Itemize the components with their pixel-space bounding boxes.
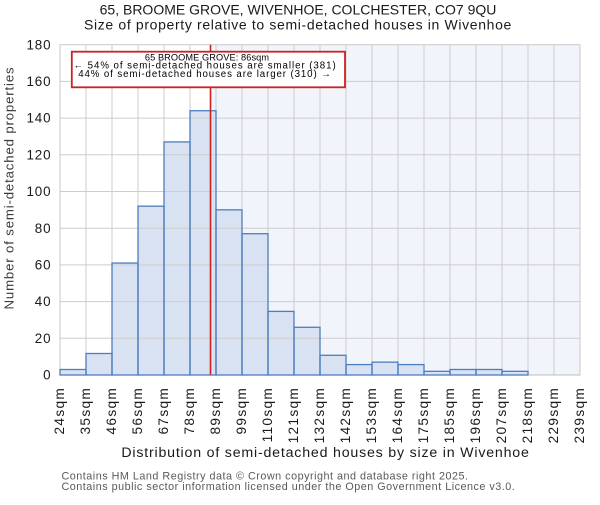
svg-text:185sqm: 185sqm xyxy=(442,387,457,444)
svg-text:175sqm: 175sqm xyxy=(416,387,431,444)
svg-text:89sqm: 89sqm xyxy=(208,387,223,435)
svg-text:196sqm: 196sqm xyxy=(468,387,483,444)
svg-text:Number of semi-detached proper: Number of semi-detached properties xyxy=(2,67,17,310)
svg-text:35sqm: 35sqm xyxy=(78,387,93,435)
svg-text:121sqm: 121sqm xyxy=(286,387,301,444)
svg-text:24sqm: 24sqm xyxy=(52,387,67,435)
svg-text:0: 0 xyxy=(43,368,51,383)
svg-text:← 54% of semi-detached houses: ← 54% of semi-detached houses are smalle… xyxy=(73,61,336,72)
svg-text:99sqm: 99sqm xyxy=(234,387,249,435)
svg-text:56sqm: 56sqm xyxy=(130,387,145,435)
svg-text:Distribution of semi-detached: Distribution of semi-detached houses by … xyxy=(121,445,529,461)
svg-text:65 BROOME GROVE: 86sqm: 65 BROOME GROVE: 86sqm xyxy=(145,52,269,62)
svg-text:153sqm: 153sqm xyxy=(364,387,379,444)
svg-text:164sqm: 164sqm xyxy=(390,387,405,444)
svg-text:142sqm: 142sqm xyxy=(338,387,353,444)
svg-text:100: 100 xyxy=(26,184,51,199)
svg-text:60: 60 xyxy=(35,258,52,273)
svg-text:160: 160 xyxy=(26,74,51,89)
svg-text:207sqm: 207sqm xyxy=(494,387,509,444)
svg-text:80: 80 xyxy=(35,221,52,236)
svg-text:44% of semi-detached houses ar: 44% of semi-detached houses are larger (… xyxy=(78,69,332,80)
svg-text:78sqm: 78sqm xyxy=(182,387,197,435)
svg-text:132sqm: 132sqm xyxy=(312,387,327,444)
svg-text:229sqm: 229sqm xyxy=(546,387,561,444)
svg-text:46sqm: 46sqm xyxy=(104,387,119,435)
svg-text:180: 180 xyxy=(26,37,51,52)
svg-text:40: 40 xyxy=(35,294,52,309)
svg-text:120: 120 xyxy=(26,147,51,162)
svg-text:239sqm: 239sqm xyxy=(572,387,587,444)
svg-text:Size of property relative to s: Size of property relative to semi-detach… xyxy=(84,17,512,33)
svg-text:65, BROOME GROVE, WIVENHOE, CO: 65, BROOME GROVE, WIVENHOE, COLCHESTER, … xyxy=(100,2,497,18)
svg-text:140: 140 xyxy=(26,111,51,126)
svg-text:Contains HM Land Registry data: Contains HM Land Registry data © Crown c… xyxy=(62,471,469,483)
svg-text:110sqm: 110sqm xyxy=(260,387,275,442)
svg-text:218sqm: 218sqm xyxy=(520,387,535,444)
svg-text:Contains public sector informa: Contains public sector information licen… xyxy=(62,481,516,493)
svg-text:20: 20 xyxy=(35,331,52,346)
svg-text:67sqm: 67sqm xyxy=(156,387,171,435)
